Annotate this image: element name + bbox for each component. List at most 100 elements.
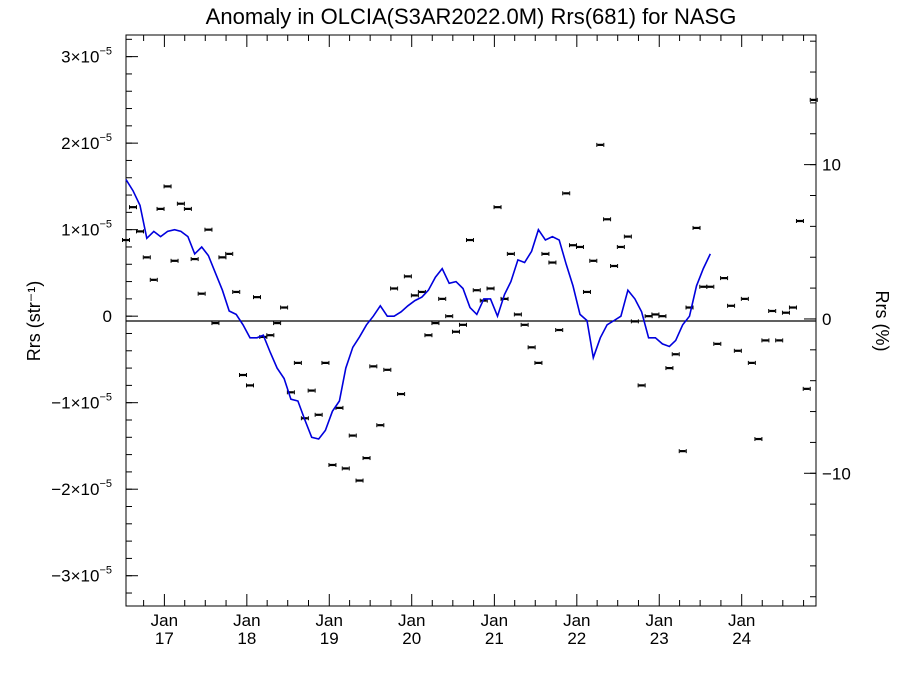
- data-point: [280, 305, 289, 310]
- y-left-tick-label: −2×10−5: [51, 478, 112, 499]
- data-point: [678, 449, 687, 454]
- data-point: [596, 142, 605, 147]
- data-point: [341, 466, 350, 471]
- data-point: [692, 225, 701, 230]
- data-point: [781, 310, 790, 315]
- x-tick-month-label: Jan: [398, 611, 425, 630]
- data-point: [493, 205, 502, 210]
- y-left-tick-exponent: −5: [99, 565, 112, 577]
- data-point: [390, 286, 399, 291]
- data-point: [424, 333, 433, 338]
- x-tick-year-label: 23: [650, 629, 669, 648]
- data-point: [410, 293, 419, 298]
- data-point: [555, 328, 564, 333]
- data-point: [122, 238, 130, 243]
- data-point: [458, 322, 467, 327]
- data-point: [541, 251, 550, 256]
- data-point: [713, 341, 722, 346]
- data-point: [348, 433, 357, 438]
- data-point: [465, 238, 474, 243]
- x-tick-month-label: Jan: [481, 611, 508, 630]
- y-right-tick-label: 0: [822, 310, 831, 329]
- data-point: [562, 191, 571, 196]
- x-tick-month-label: Jan: [316, 611, 343, 630]
- y-left-tick-mantissa: 0: [103, 307, 112, 326]
- data-point: [520, 322, 529, 327]
- x-tick-year-label: 17: [155, 629, 174, 648]
- data-point: [795, 219, 804, 224]
- y-right-tick-label: 10: [822, 156, 841, 175]
- data-point: [431, 321, 440, 326]
- data-point: [156, 206, 165, 211]
- data-point: [603, 217, 612, 222]
- data-point: [129, 205, 138, 210]
- data-point: [335, 405, 344, 410]
- data-point: [362, 456, 371, 461]
- y-left-tick-label: 2×10−5: [61, 132, 112, 153]
- data-point: [527, 345, 536, 350]
- data-point: [314, 412, 323, 417]
- x-tick-year-label: 24: [732, 629, 751, 648]
- data-point: [506, 251, 515, 256]
- y-left-tick-mantissa: 1×10: [61, 221, 99, 240]
- x-tick-month-label: Jan: [233, 611, 260, 630]
- y-left-tick-label: −3×10−5: [51, 565, 112, 586]
- data-point: [472, 288, 481, 293]
- data-point: [438, 296, 447, 301]
- x-tick-month-label: Jan: [646, 611, 673, 630]
- y-left-tick-exponent: −5: [99, 46, 112, 58]
- data-point: [589, 258, 598, 263]
- data-point: [610, 263, 619, 268]
- y-left-tick-mantissa: 2×10: [61, 134, 99, 153]
- data-point: [293, 360, 302, 365]
- y-left-tick-label: 3×10−5: [61, 46, 112, 67]
- data-point: [802, 386, 811, 391]
- data-point: [211, 321, 220, 326]
- data-point: [706, 284, 715, 289]
- data-point: [623, 234, 632, 239]
- data-point: [238, 373, 247, 378]
- x-tick-year-label: 21: [485, 629, 504, 648]
- data-point: [355, 478, 364, 483]
- data-point: [183, 206, 192, 211]
- data-point: [383, 367, 392, 372]
- y-left-tick-exponent: −5: [99, 478, 112, 490]
- data-point: [733, 348, 742, 353]
- data-point: [644, 314, 653, 319]
- data-point: [513, 312, 522, 317]
- data-point: [403, 274, 412, 279]
- data-point: [665, 366, 674, 371]
- data-point: [245, 383, 254, 388]
- data-point: [225, 251, 234, 256]
- data-point: [204, 227, 213, 232]
- data-point: [136, 229, 145, 234]
- data-point: [727, 303, 736, 308]
- y-left-tick-mantissa: −3×10: [51, 567, 99, 586]
- x-tick-year-label: 18: [237, 629, 256, 648]
- y-left-tick-exponent: −5: [99, 392, 112, 404]
- data-point: [218, 255, 227, 260]
- data-point: [651, 312, 660, 317]
- data-point: [307, 388, 316, 393]
- y-left-tick-label: 0: [103, 307, 112, 326]
- y-right-axis: 10 0 −10: [804, 40, 851, 598]
- x-tick-month-label: Jan: [728, 611, 755, 630]
- smoothed-anomaly-line: [125, 179, 712, 440]
- y-left-tick-mantissa: −2×10: [51, 480, 99, 499]
- data-point: [417, 289, 426, 294]
- data-point: [170, 258, 179, 263]
- data-point: [163, 184, 172, 189]
- data-point: [582, 289, 591, 294]
- data-point: [232, 289, 241, 294]
- data-point: [273, 321, 282, 326]
- y-left-tick-mantissa: 3×10: [61, 48, 99, 67]
- y-left-tick-label: −1×10−5: [51, 392, 112, 413]
- y-left-tick-exponent: −5: [99, 132, 112, 144]
- data-point: [630, 319, 639, 324]
- data-point: [575, 244, 584, 249]
- x-tick-year-label: 22: [567, 629, 586, 648]
- data-point: [190, 257, 199, 262]
